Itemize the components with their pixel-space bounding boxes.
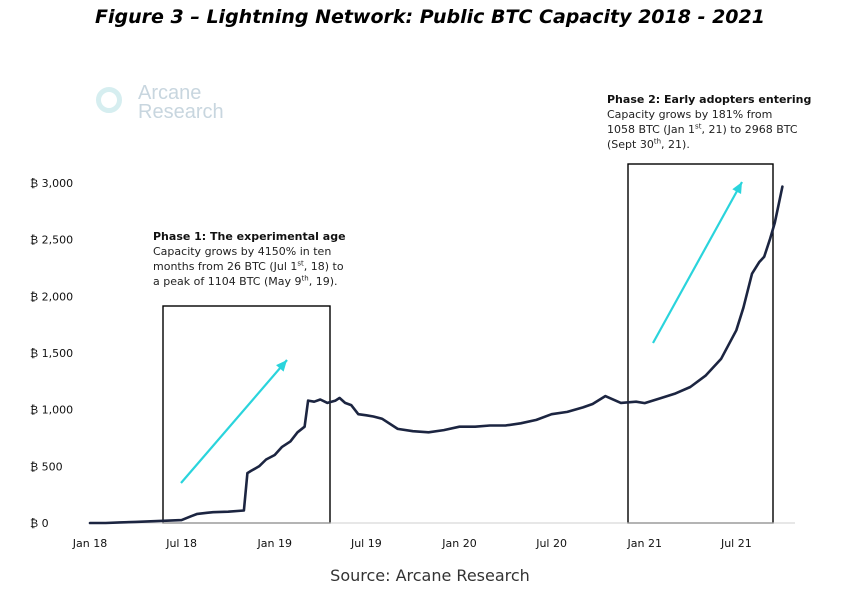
x-tick-label: Jul 20	[535, 537, 567, 550]
phase2-arrow-head	[732, 182, 742, 195]
phase1-arrow	[180, 359, 288, 484]
phase1-arrow-shaft	[180, 359, 288, 484]
phase2-heading: Phase 2: Early adopters entering	[607, 93, 812, 106]
y-tick-labels: ₿ 0 ₿ 500 ₿ 1,000 ₿ 1,500 ₿ 2,000 ₿ 2,500 ₿ 3,…	[30, 177, 73, 530]
phase1-line-1: Capacity grows by 4150% in ten	[153, 245, 332, 258]
x-tick-label: Jan 18	[72, 537, 107, 550]
x-tick-label: Jul 21	[720, 537, 752, 550]
chart-title: Figure 3 – Lightning Network: Public BTC…	[95, 6, 765, 28]
x-tick-labels: Jan 18 Jul 18 Jan 19 Jul 19 Jan 20 Jul 20 Jan …	[72, 537, 752, 550]
phase1-heading: Phase 1: The experimental age	[153, 230, 346, 243]
y-tick-label: ₿ 500	[30, 460, 63, 473]
logo-line-1: Arcane	[138, 82, 202, 104]
phase2-annotation: Phase 2: Early adopters entering Capacit…	[607, 92, 812, 152]
phase1-annotation: Phase 1: The experimental age Capacity g…	[153, 229, 378, 289]
phase1-line-3: a peak of 1104 BTC (May 9th, 19).	[153, 274, 338, 288]
x-tick-label: Jan 19	[257, 537, 292, 550]
phase1-arrow-head	[276, 360, 287, 372]
y-tick-label: ₿ 2,500	[30, 234, 73, 247]
y-tick-label: ₿ 2,000	[30, 290, 73, 303]
x-tick-label: Jan 20	[441, 537, 476, 550]
y-tick-label: ₿ 1,500	[30, 347, 73, 360]
trend-arrows	[180, 181, 743, 484]
logo-text: Arcane Research	[138, 82, 224, 123]
capacity-series-line	[88, 185, 784, 525]
source-note: Source: Arcane Research	[330, 566, 530, 585]
phase2-arrow-shaft	[652, 181, 743, 344]
phase2-line-2: 1058 BTC (Jan 1st, 21) to 2968 BTC	[607, 122, 798, 136]
series-layer	[88, 185, 784, 525]
phase2-box	[627, 163, 774, 524]
x-tick-label: Jul 19	[350, 537, 382, 550]
phase2-line-1: Capacity grows by 181% from	[607, 108, 773, 121]
y-tick-label: ₿ 0	[30, 517, 49, 530]
y-tick-label: ₿ 1,000	[30, 404, 73, 417]
arcane-research-logo: Arcane Research	[96, 82, 246, 126]
x-tick-label: Jul 18	[165, 537, 197, 550]
phase2-arrow	[652, 181, 743, 344]
phase2-line-3: (Sept 30th, 21).	[607, 137, 690, 151]
x-tick-label: Jan 21	[627, 537, 662, 550]
logo-circle-icon	[96, 87, 122, 113]
y-tick-label: ₿ 3,000	[30, 177, 73, 190]
logo-line-2: Research	[138, 101, 224, 123]
phase1-line-2: months from 26 BTC (Jul 1st, 18) to	[153, 259, 344, 273]
